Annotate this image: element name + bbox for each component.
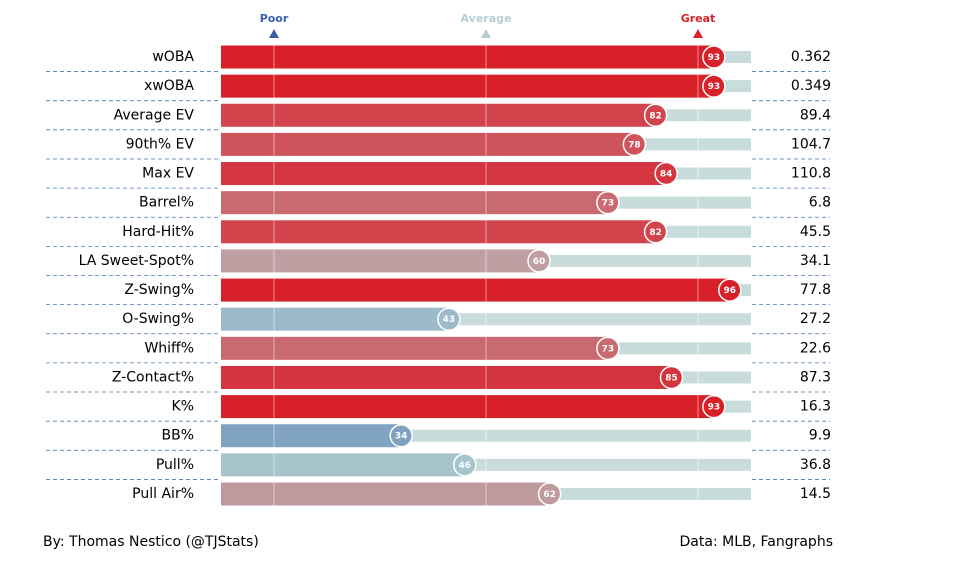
bar [221,424,402,448]
bar [221,307,449,331]
bar [221,278,730,302]
stat-value: 27.2 [800,311,831,327]
bar [221,249,539,273]
value-label: 78 [628,140,641,150]
bar [221,365,672,389]
value-marker [389,423,413,448]
value-label: 84 [660,170,673,180]
value-marker [596,336,620,361]
value-label: 43 [443,315,456,325]
x-tick-label: Great [681,12,716,25]
value-marker [654,161,678,186]
category-label: Z-Swing% [124,282,194,298]
bar [221,162,667,186]
value-label: 73 [602,199,615,209]
value-label: 62 [543,490,556,500]
stat-value: 87.3 [800,369,831,385]
value-marker [527,249,551,273]
value-marker [659,365,684,390]
bar [221,395,714,419]
stat-value: 110.8 [791,166,831,182]
category-label: 90th% EV [126,136,195,152]
value-marker [718,278,742,302]
value-label: 82 [649,228,662,238]
value-label: 93 [708,82,721,92]
x-tick-marker [693,29,703,38]
bar [221,74,714,98]
category-label: Barrel% [139,195,194,211]
category-label: Max EV [142,166,194,182]
category-label: Pull Air% [132,486,194,502]
bar [221,220,656,244]
stat-value: 22.6 [800,340,831,356]
category-label: Z-Contact% [112,369,194,385]
value-label: 34 [395,432,408,442]
value-marker [622,132,647,157]
value-marker [702,74,726,98]
category-label: Pull% [156,457,194,473]
stat-value: 77.8 [800,282,831,298]
value-marker [702,45,726,69]
stat-value: 36.8 [800,457,831,473]
category-label: wOBA [152,49,194,65]
x-tick-marker [481,29,491,38]
value-marker [537,482,562,506]
stat-value: 34.1 [800,253,831,269]
value-label: 96 [724,286,737,296]
value-label: 73 [602,344,615,354]
stat-value: 6.8 [809,195,831,211]
stat-value: 16.3 [800,399,831,415]
value-label: 93 [708,53,721,63]
value-marker [702,394,726,419]
category-label: Whiff% [144,340,194,356]
bar [221,191,608,215]
stat-value: 89.4 [800,107,831,123]
value-marker [453,453,477,477]
stat-value: 0.349 [791,78,831,94]
stat-value: 0.362 [791,49,831,65]
category-label: K% [172,399,194,415]
bar [221,453,465,477]
bar [221,103,656,127]
x-tick-marker [269,29,279,38]
value-label: 46 [459,461,472,471]
stat-value: 9.9 [809,428,831,444]
category-label: Average EV [114,107,195,123]
stat-value: 45.5 [800,224,831,240]
category-label: xwOBA [144,78,194,94]
footer-credit: By: Thomas Nestico (@TJStats) [43,534,259,550]
footer-source: Data: MLB, Fangraphs [680,534,833,550]
value-label: 85 [665,373,678,383]
value-label: 82 [649,111,662,121]
bar [221,132,635,156]
bar [221,482,550,506]
value-marker [643,103,668,128]
bar [221,45,714,69]
bar [221,336,608,360]
category-label: BB% [161,428,194,444]
value-label: 60 [533,257,546,267]
value-label: 93 [708,403,721,413]
value-marker [643,220,668,244]
value-marker [437,307,461,331]
stat-value: 14.5 [800,486,831,502]
x-tick-label: Average [461,12,512,25]
category-label: LA Sweet-Spot% [79,253,194,269]
stat-value: 104.7 [791,136,831,152]
category-label: O-Swing% [122,311,194,327]
value-marker [596,190,620,215]
x-tick-label: Poor [260,12,289,25]
category-label: Hard-Hit% [122,224,194,240]
